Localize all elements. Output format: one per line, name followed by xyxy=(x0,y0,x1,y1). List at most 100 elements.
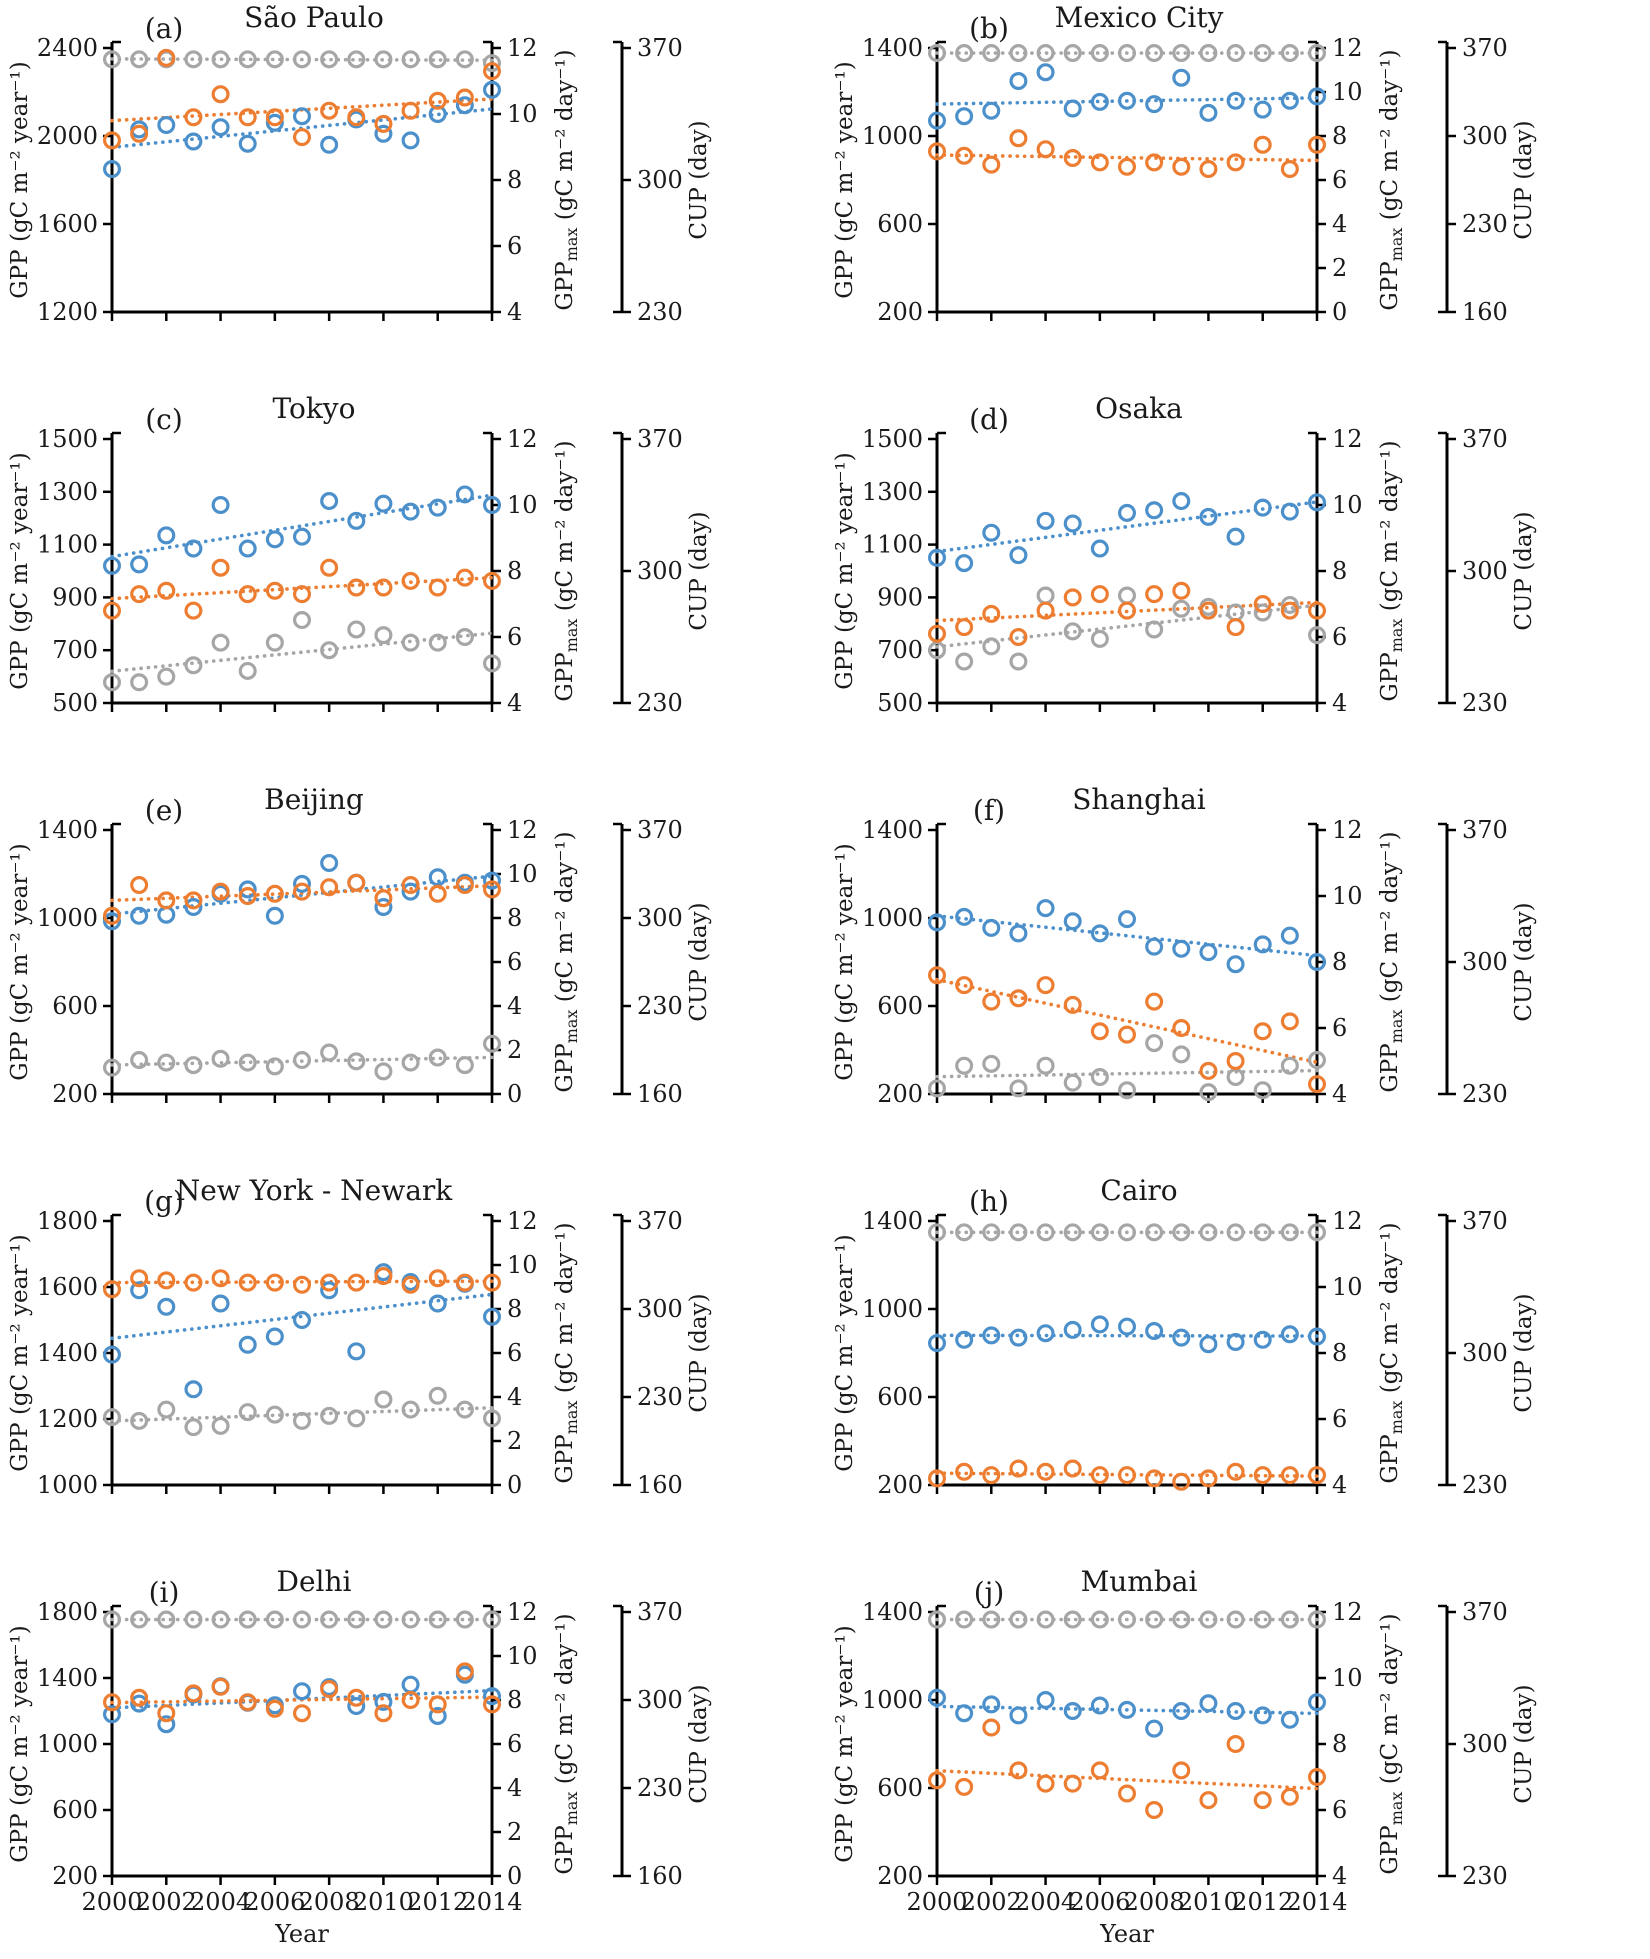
gpp-point xyxy=(1036,63,1055,82)
gppmax-point xyxy=(184,891,203,910)
gpp-point xyxy=(293,1682,312,1701)
gppmax-point xyxy=(1090,1466,1109,1485)
series-gpp xyxy=(927,1688,1327,1738)
cup-point xyxy=(374,1390,393,1409)
gppmax-tick-label: 4 xyxy=(1332,689,1347,717)
year-tick-label: 2004 xyxy=(1015,1888,1076,1916)
cup-point xyxy=(374,1610,393,1629)
gpp-tick-label: 1400 xyxy=(862,34,923,62)
cup-point xyxy=(1308,1610,1327,1629)
gppmax-point xyxy=(265,884,284,903)
cup-point xyxy=(320,50,339,69)
gppmax-point xyxy=(955,146,974,165)
gpp-point xyxy=(1063,99,1082,118)
panel-letter: (e) xyxy=(145,794,183,827)
gpp-point xyxy=(157,1715,176,1734)
cup-axis-title: CUP (day) xyxy=(1511,1684,1537,1803)
gpp-point xyxy=(1118,910,1137,929)
gppmax-point xyxy=(1009,1761,1028,1780)
series-cup xyxy=(927,586,1327,671)
gpp-point xyxy=(265,1327,284,1346)
gppmax-point xyxy=(374,114,393,133)
cup-point xyxy=(1308,1051,1327,1070)
trend-cup xyxy=(110,631,494,674)
subplot-i-delhi: Delhi (i) 200 600 1000 1400 1800 0 2 4 6 8 10 12 160 23… xyxy=(0,1564,825,1955)
gpp-point xyxy=(374,124,393,143)
gpp-point xyxy=(1036,511,1055,530)
cup-point xyxy=(483,54,502,73)
year-tick-label: 2000 xyxy=(906,1888,967,1916)
cup-axis-title: CUP (day) xyxy=(686,1293,712,1412)
cup-point xyxy=(1226,44,1245,63)
year-tick-label: 2010 xyxy=(353,1888,414,1916)
gppmax-tick-label: 4 xyxy=(1332,210,1347,238)
gpp-axis-title: GPP (gC m⁻² year⁻¹) xyxy=(832,843,858,1080)
gppmax-axis-title: GPPmax (gC m⁻² day⁻¹) xyxy=(552,1222,581,1483)
gpp-tick-label: 600 xyxy=(877,210,923,238)
panel-letter: (b) xyxy=(969,12,1009,45)
gpp-point xyxy=(1009,1706,1028,1725)
gpp-point xyxy=(428,1706,447,1725)
subplot-e-beijing: Beijing (e) 200 600 1000 1400 0 2 4 6 8 10 12 160 230 3… xyxy=(0,782,825,1173)
gpp-point xyxy=(184,897,203,916)
chart-svg-new-york-newark: New York - Newark(g)10001200140016001800… xyxy=(7,1174,712,1499)
gppmax-tick-label: 12 xyxy=(1332,425,1363,453)
gppmax-point xyxy=(455,88,474,107)
gpp-point xyxy=(293,527,312,546)
axes xyxy=(103,431,631,712)
gppmax-tick-label: 6 xyxy=(507,623,522,651)
gpp-point xyxy=(982,1326,1001,1345)
gppmax-axis-title: GPPmax (gC m⁻² day⁻¹) xyxy=(552,1613,581,1874)
year-tick-label: 2008 xyxy=(1124,1888,1185,1916)
trend-gppmax xyxy=(935,153,1319,163)
cup-point xyxy=(927,1079,946,1098)
chart-svg-mexico-city: Mexico City (b) 200 600 1000 1400 0 2 4 6 8 10 12 160… xyxy=(832,1,1537,326)
gppmax-tick-label: 8 xyxy=(1332,1339,1347,1367)
cup-point xyxy=(455,628,474,647)
cup-point xyxy=(483,654,502,673)
cup-tick-label: 300 xyxy=(637,904,683,932)
gppmax-point xyxy=(927,624,946,643)
axes xyxy=(103,1604,631,1885)
cup-point xyxy=(102,50,121,69)
cup-tick-label: 230 xyxy=(1462,1471,1508,1499)
gpp-tick-label: 500 xyxy=(52,689,98,717)
gpp-axis-title: GPP (gC m⁻² year⁻¹) xyxy=(7,1234,33,1471)
gpp-point xyxy=(1308,1693,1327,1712)
gpp-point xyxy=(1226,1333,1245,1352)
gpp-point xyxy=(1172,68,1191,87)
gppmax-tick-label: 12 xyxy=(1332,1207,1363,1235)
gppmax-point xyxy=(157,581,176,600)
gppmax-point xyxy=(1199,601,1218,620)
subplot-f-shanghai: Shanghai (f) 200 600 1000 1400 4 6 8 10 12 230 300 37… xyxy=(825,782,1650,1173)
gppmax-point xyxy=(982,604,1001,623)
gppmax-point xyxy=(184,108,203,127)
gppmax-tick-label: 10 xyxy=(507,860,538,888)
gpp-tick-label: 1000 xyxy=(37,1730,98,1758)
cup-point xyxy=(1199,1083,1218,1102)
gpp-point xyxy=(102,1345,121,1364)
gppmax-point xyxy=(1063,588,1082,607)
gppmax-point xyxy=(238,886,257,905)
gpp-point xyxy=(157,115,176,134)
gpp-point xyxy=(320,1281,339,1300)
cup-point xyxy=(1308,626,1327,645)
gpp-point xyxy=(1253,498,1272,517)
cup-point xyxy=(102,673,121,692)
cup-point xyxy=(1090,1068,1109,1087)
gpp-point xyxy=(1199,103,1218,122)
gpp-point xyxy=(1226,955,1245,974)
gpp-tick-label: 1100 xyxy=(37,531,98,559)
cup-point xyxy=(1009,1610,1028,1629)
cup-point xyxy=(293,611,312,630)
gppmax-point xyxy=(1036,1462,1055,1481)
gppmax-axis-title: GPPmax (gC m⁻² day⁻¹) xyxy=(1377,440,1406,701)
gpp-point xyxy=(1036,899,1055,918)
gppmax-point xyxy=(982,1718,1001,1737)
gppmax-point xyxy=(982,155,1001,174)
gpp-point xyxy=(428,104,447,123)
cup-point xyxy=(130,1610,149,1629)
gpp-point xyxy=(1308,87,1327,106)
gpp-point xyxy=(1253,100,1272,119)
gppmax-point xyxy=(320,101,339,120)
